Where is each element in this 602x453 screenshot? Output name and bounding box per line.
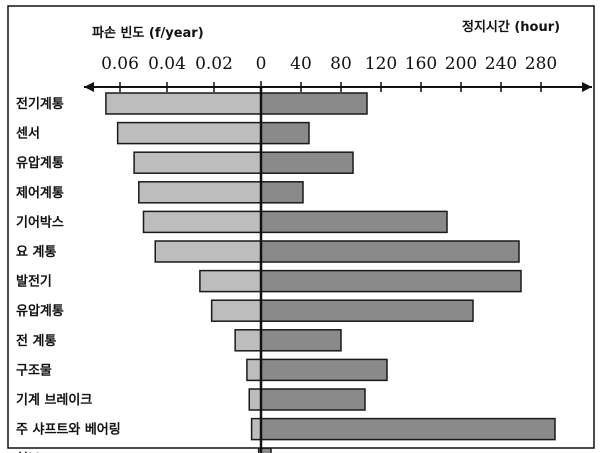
right-bar xyxy=(260,121,310,145)
left-bar xyxy=(133,151,262,174)
right-bar xyxy=(260,240,520,263)
left-bar xyxy=(234,329,262,352)
right-bar xyxy=(260,329,342,352)
left-bar xyxy=(199,269,262,293)
category-label: 기어박스 xyxy=(16,214,64,230)
axis-ticks: 0.06 0.04 0.02 0 40 80 120 160 200 240 280 xyxy=(101,54,557,93)
category-label: 허브 xyxy=(16,451,40,453)
category-label: 센서 xyxy=(16,126,40,142)
right-bar xyxy=(260,151,354,174)
right-bar xyxy=(260,299,474,322)
category-label: 기계 브레이크 xyxy=(16,392,92,408)
left-bar xyxy=(116,121,262,145)
left-bar xyxy=(246,358,262,382)
left-tick-label: 0.06 xyxy=(101,54,139,74)
right-tick-label: 200 xyxy=(445,54,477,74)
left-bar xyxy=(138,181,262,204)
left-bar xyxy=(105,92,262,115)
right-bar xyxy=(260,358,388,382)
axis-lines xyxy=(84,82,592,453)
category-label: 주 샤프트와 베어링 xyxy=(16,422,121,438)
bars xyxy=(105,92,556,453)
left-bar xyxy=(154,240,262,263)
right-tick-label: 80 xyxy=(330,54,352,74)
category-label: 전 계통 xyxy=(16,333,56,349)
category-label: 구조물 xyxy=(16,363,52,378)
right-tick-label: 240 xyxy=(485,54,517,74)
right-bar xyxy=(260,181,304,204)
category-label: 발전기 xyxy=(16,274,52,290)
right-bar xyxy=(260,210,448,234)
category-label: 전기계통 xyxy=(16,96,64,112)
category-label: 유압계통 xyxy=(16,156,64,171)
right-axis-title: 정지시간 (hour) xyxy=(462,19,560,35)
left-bar xyxy=(210,299,262,322)
right-bar xyxy=(260,388,366,411)
left-bar xyxy=(142,210,262,234)
right-tick-label: 280 xyxy=(525,54,557,74)
category-label: 요 계통 xyxy=(16,245,56,260)
category-label: 유압계통 xyxy=(16,304,64,319)
right-bar xyxy=(260,92,368,115)
right-arrowhead xyxy=(582,82,592,92)
category-label: 제어계통 xyxy=(16,185,64,201)
left-bar xyxy=(248,388,262,411)
left-axis-title: 파손 빈도 (f/year) xyxy=(92,25,204,41)
right-tick-label: 120 xyxy=(365,54,397,74)
right-bar xyxy=(260,269,522,293)
right-tick-label: 160 xyxy=(405,54,437,74)
left-tick-label: 0.04 xyxy=(148,54,186,74)
left-arrowhead xyxy=(84,82,94,92)
left-tick-label: 0.02 xyxy=(195,54,233,74)
left-bar xyxy=(250,417,262,441)
right-bar xyxy=(260,417,556,441)
right-tick-label: 40 xyxy=(290,54,312,74)
right-bar xyxy=(260,447,272,453)
center-tick-label: 0 xyxy=(256,54,267,74)
